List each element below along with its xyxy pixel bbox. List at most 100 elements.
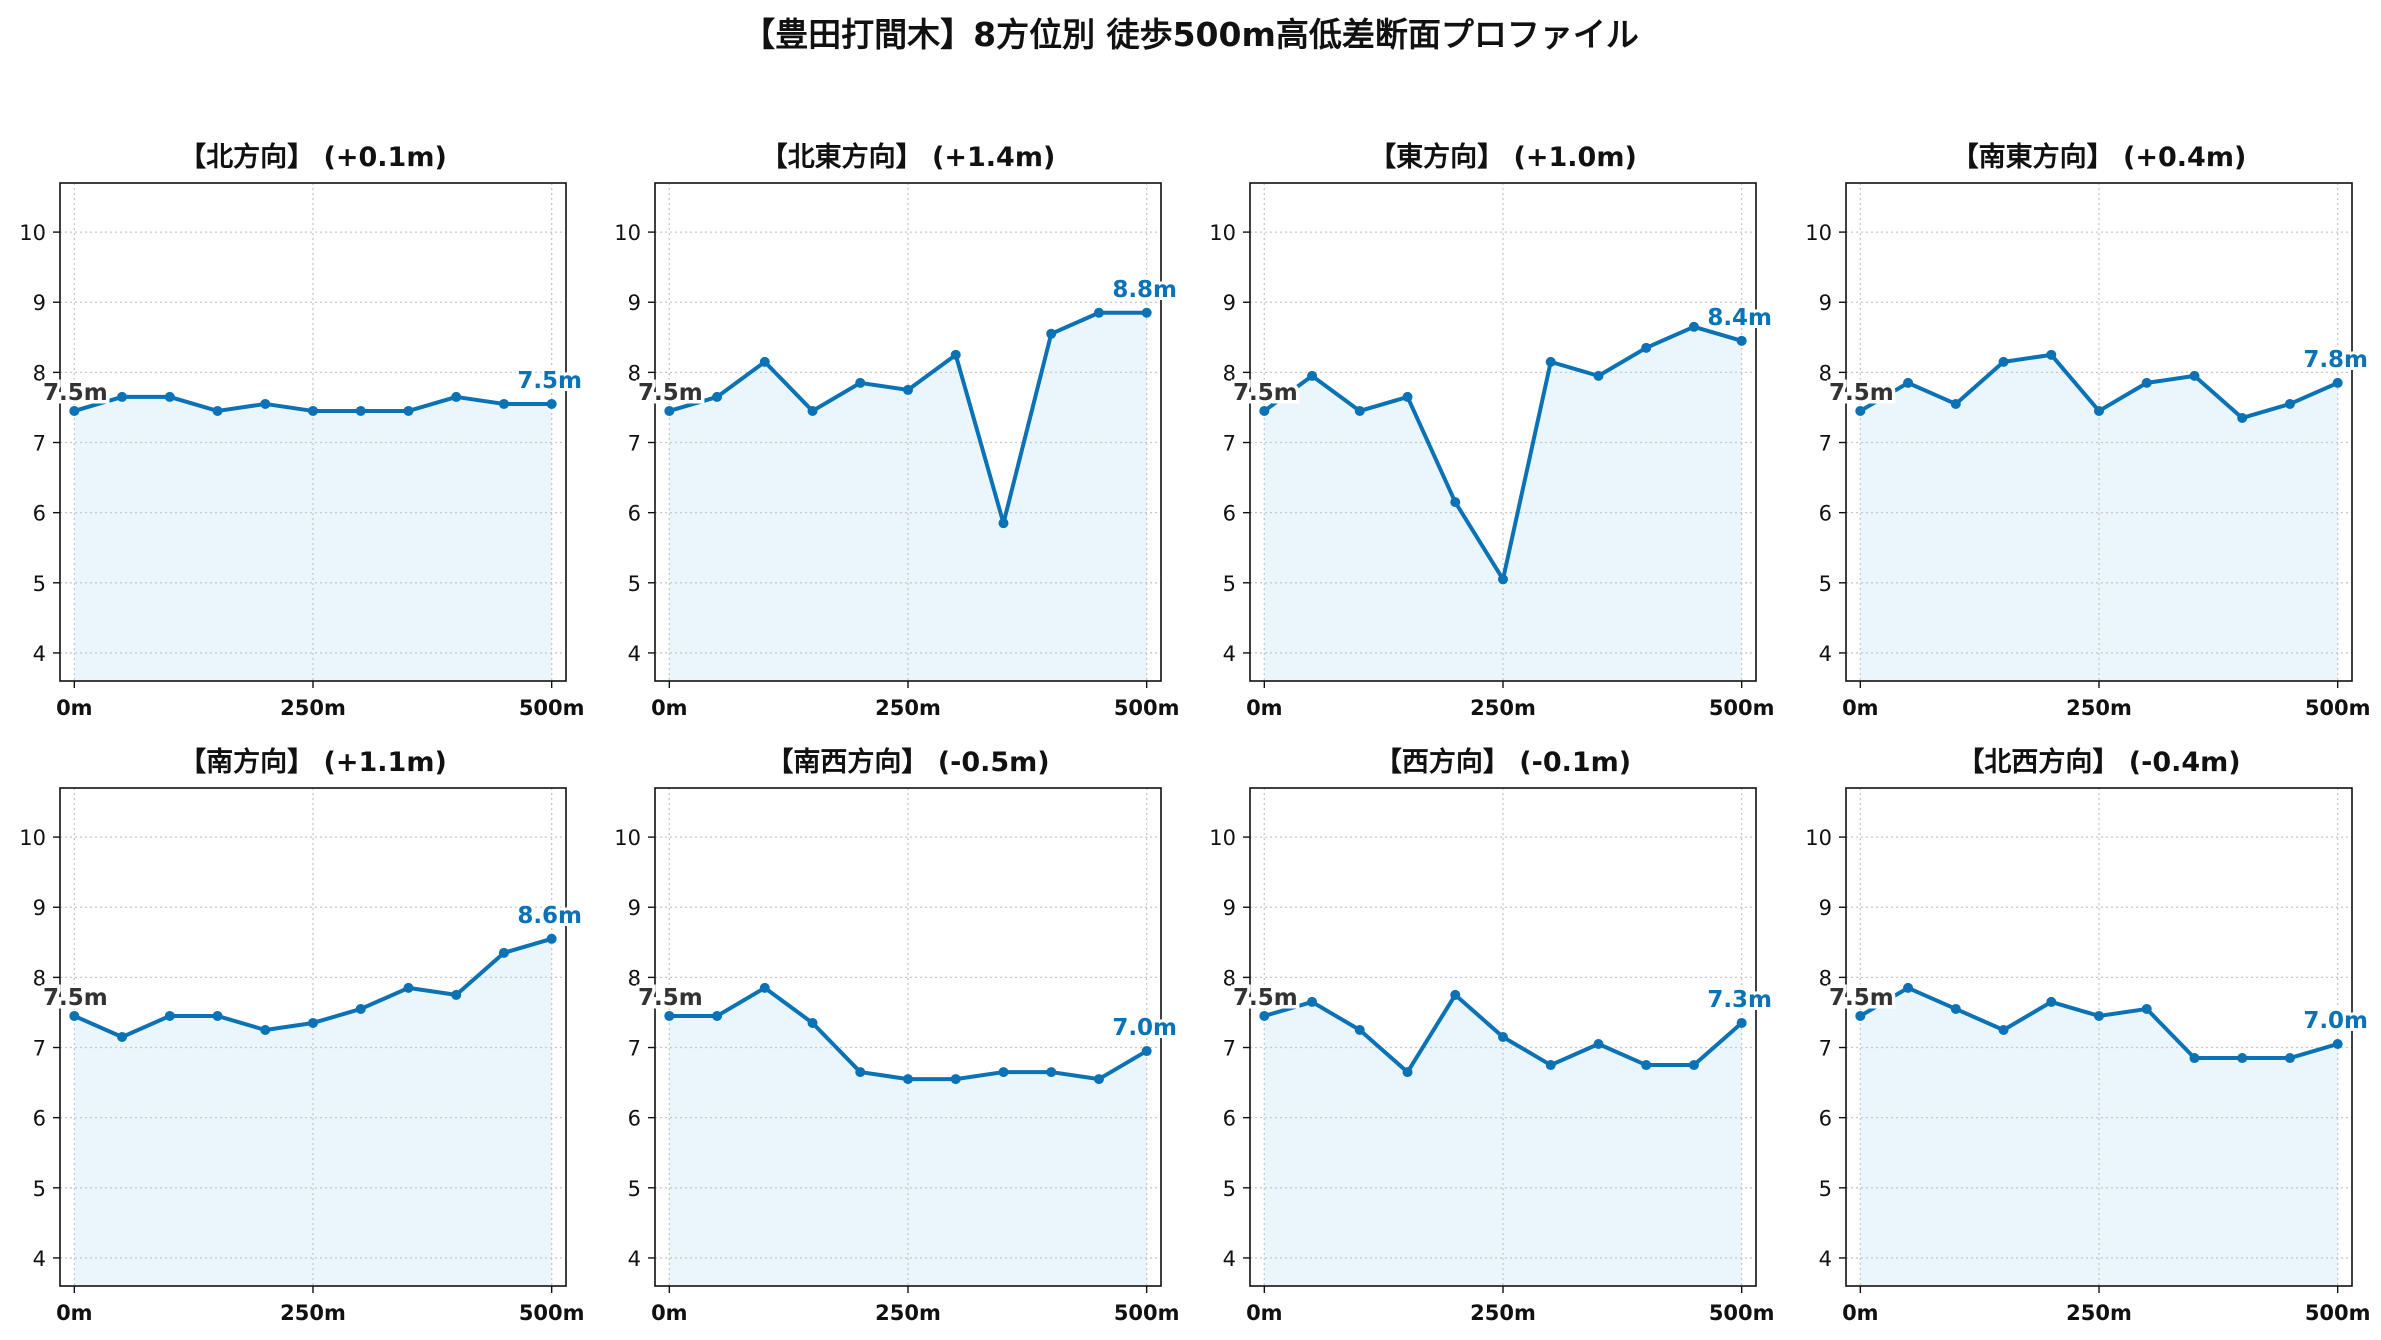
y-tick-label: 4 <box>628 642 641 666</box>
data-point <box>546 398 557 409</box>
data-point <box>1736 1017 1747 1028</box>
data-point <box>1046 1067 1057 1078</box>
data-point <box>1450 989 1461 1000</box>
data-point <box>1998 1024 2009 1035</box>
end-elevation-label: 8.8m <box>1112 277 1177 303</box>
subplot-title: 【東方向】 (+1.0m) <box>1369 141 1637 173</box>
subplot-8: 【北西方向】 (-0.4m) 4 5 6 7 8 9 10 0m 250m 500m 7.5m 7.0m <box>1805 746 2371 1325</box>
data-point <box>2189 370 2200 381</box>
data-point <box>451 391 462 402</box>
x-tick-label: 250m <box>1470 1301 1536 1325</box>
data-point <box>1307 996 1318 1007</box>
data-point <box>950 1074 961 1085</box>
y-tick-label: 6 <box>1223 502 1236 526</box>
y-tick-label: 8 <box>628 966 641 990</box>
y-tick-label: 6 <box>1819 1107 1832 1131</box>
x-tick-label: 0m <box>56 696 93 720</box>
subplot-7: 【西方向】 (-0.1m) 4 5 6 7 8 9 10 0m 250m 500m 7.5m 7.3m <box>1209 746 1775 1325</box>
x-tick-label: 0m <box>1842 696 1879 720</box>
end-elevation-label: 7.8m <box>2303 347 2368 373</box>
subplot-3: 【東方向】 (+1.0m) 4 5 6 7 8 9 10 0m 250m 500m 7.5m 8.4m <box>1209 141 1775 720</box>
data-point <box>2141 377 2152 388</box>
data-point <box>1641 1060 1652 1071</box>
data-point <box>1450 497 1461 508</box>
x-tick-label: 250m <box>875 1301 941 1325</box>
y-tick-label: 9 <box>628 291 641 315</box>
y-tick-label: 7 <box>628 432 641 456</box>
y-tick-label: 5 <box>1223 1177 1236 1201</box>
data-point <box>308 405 318 416</box>
data-point <box>1950 1003 1961 1014</box>
x-tick-label: 500m <box>1709 1301 1775 1325</box>
x-tick-label: 0m <box>651 1301 688 1325</box>
y-tick-label: 7 <box>1223 1037 1236 1061</box>
data-point <box>1950 398 1961 409</box>
data-point <box>1855 1010 1866 1021</box>
data-point <box>355 1003 366 1014</box>
y-tick-label: 6 <box>33 502 46 526</box>
elevation-area <box>1264 326 1742 681</box>
x-tick-label: 250m <box>1470 696 1536 720</box>
y-tick-label: 7 <box>33 1037 46 1061</box>
data-point <box>164 1010 175 1021</box>
x-tick-label: 250m <box>875 696 941 720</box>
data-point <box>1402 1067 1413 1078</box>
data-point <box>1354 405 1365 416</box>
data-point <box>1141 1046 1152 1057</box>
x-tick-label: 0m <box>651 696 688 720</box>
subplot-title: 【南西方向】 (-0.5m) <box>766 746 1049 778</box>
y-tick-label: 6 <box>628 1107 641 1131</box>
data-point <box>1688 321 1699 332</box>
y-tick-label: 5 <box>628 572 641 596</box>
y-tick-label: 9 <box>33 896 46 920</box>
subplot-title: 【南東方向】 (+0.4m) <box>1952 141 2247 173</box>
subplot-title: 【西方向】 (-0.1m) <box>1375 746 1631 778</box>
data-point <box>1903 982 1914 993</box>
end-elevation-label: 7.0m <box>2303 1008 2368 1034</box>
data-point <box>2284 398 2295 409</box>
data-point <box>2189 1053 2200 1064</box>
data-point <box>308 1017 318 1028</box>
y-tick-label: 5 <box>33 572 46 596</box>
data-point <box>355 405 366 416</box>
y-tick-label: 5 <box>1223 572 1236 596</box>
data-point <box>546 933 557 944</box>
data-point <box>1545 1060 1556 1071</box>
y-tick-label: 8 <box>628 361 641 385</box>
data-point <box>1402 391 1413 402</box>
data-point <box>1093 307 1104 318</box>
data-point <box>1688 1060 1699 1071</box>
elevation-area <box>1860 354 2338 681</box>
data-point <box>712 1010 723 1021</box>
data-point <box>998 1067 1009 1078</box>
y-tick-label: 10 <box>1805 826 1832 850</box>
data-point <box>759 356 770 367</box>
data-point <box>403 982 414 993</box>
data-point <box>164 391 175 402</box>
end-elevation-label: 8.4m <box>1707 305 1772 331</box>
end-elevation-label: 7.0m <box>1112 1015 1177 1041</box>
y-tick-label: 9 <box>628 896 641 920</box>
data-point <box>2094 405 2104 416</box>
y-tick-label: 8 <box>1223 966 1236 990</box>
y-tick-label: 10 <box>19 826 46 850</box>
data-point <box>1736 335 1747 346</box>
y-tick-label: 8 <box>1223 361 1236 385</box>
x-tick-label: 500m <box>1114 696 1180 720</box>
subplot-4: 【南東方向】 (+0.4m) 4 5 6 7 8 9 10 0m 250m 500m 7.5m 7.8m <box>1805 141 2371 720</box>
data-point <box>855 377 866 388</box>
y-tick-label: 7 <box>628 1037 641 1061</box>
data-point <box>451 989 462 1000</box>
x-tick-label: 500m <box>519 1301 585 1325</box>
data-point <box>807 405 818 416</box>
data-point <box>1545 356 1556 367</box>
data-point <box>498 398 509 409</box>
elevation-area <box>669 987 1147 1286</box>
data-point <box>260 398 271 409</box>
start-elevation-label: 7.5m <box>638 380 703 406</box>
subplot-title: 【北東方向】 (+1.4m) <box>761 141 1056 173</box>
y-tick-label: 5 <box>1819 572 1832 596</box>
data-point <box>1593 1039 1604 1050</box>
data-point <box>1354 1024 1365 1035</box>
